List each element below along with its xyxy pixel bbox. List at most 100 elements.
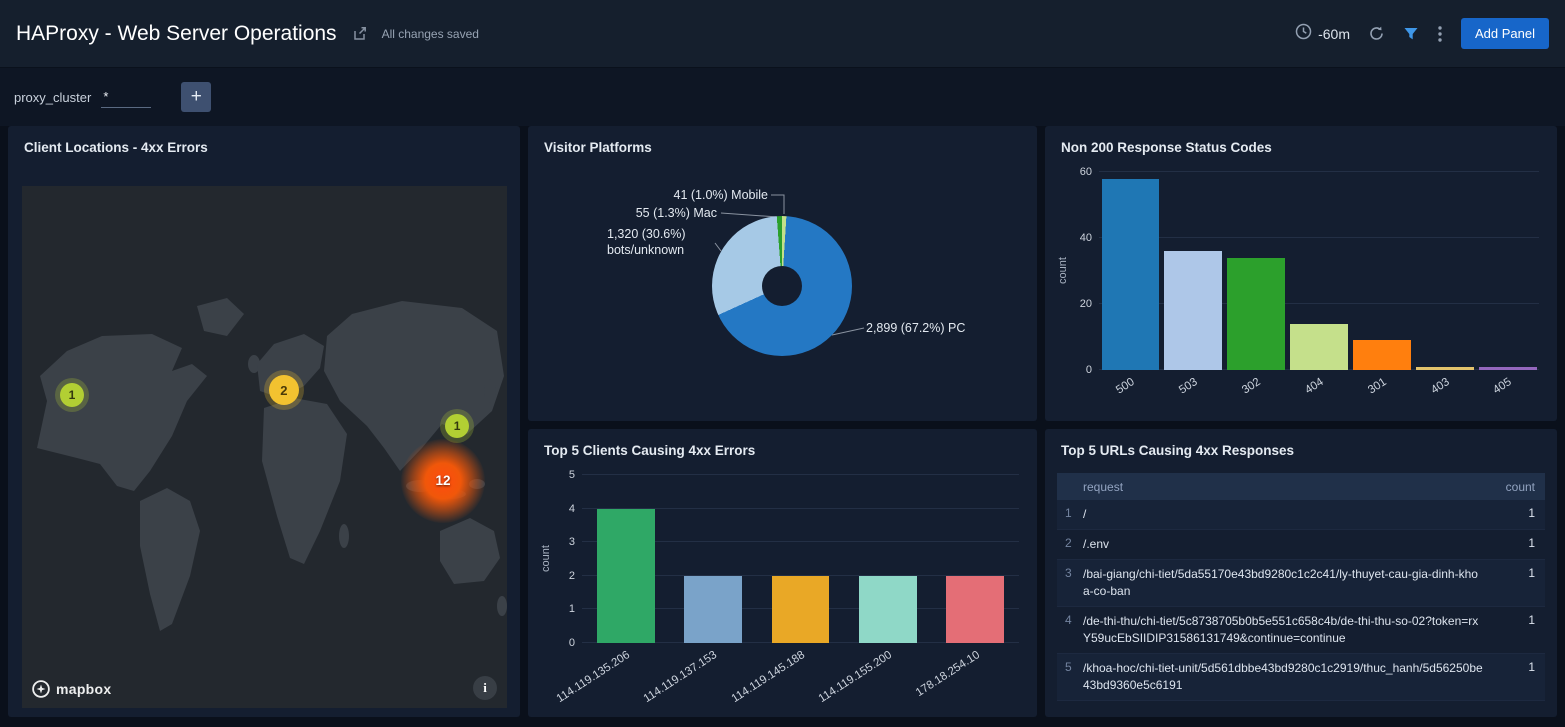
map-cluster-marker[interactable]: 12 [400, 438, 485, 523]
bar-column: 114.119.155.200 [817, 475, 931, 705]
kebab-menu-icon[interactable] [1437, 25, 1443, 43]
gridline [582, 507, 1019, 509]
y-axis-ticks: 0 1 2 3 4 5 [552, 469, 582, 649]
filter-value-input[interactable]: * [101, 87, 152, 108]
panel-title: Non 200 Response Status Codes [1061, 140, 1272, 155]
callout-mac: 55 (1.3%) Mac [635, 206, 717, 220]
time-range-value: -60m [1318, 25, 1350, 42]
panel-visitor-platforms: Visitor Platforms 41 (1.0%) Mobile 55 (1… [528, 126, 1037, 421]
world-map[interactable]: 1 2 1 12 mapbox i [22, 186, 507, 708]
request-cell: /.env [1083, 537, 1110, 551]
plot-area: 114.119.135.206 114.119.137.153 114.119.14… [555, 474, 1019, 705]
row-index: 3 [1065, 566, 1072, 580]
filter-bar: proxy_cluster * + [0, 68, 1565, 126]
count-cell: 1 [1528, 506, 1535, 520]
table-body: 1 / 1 2 /.env 1 3/bai-giang/chi-tiet/5da55170e… [1057, 500, 1545, 701]
mapbox-logo[interactable]: mapbox [32, 680, 111, 698]
y-axis-ticks: 0 20 40 60 [1069, 166, 1099, 376]
map-cluster-marker[interactable]: 2 [268, 375, 299, 406]
callout-pc: 2,899 (67.2%) PC [866, 321, 966, 335]
x-tick-label: 403 [1428, 376, 1452, 397]
bar-column: 302 [1225, 172, 1288, 397]
bar-404[interactable] [1290, 323, 1348, 370]
x-tick-label: 301 [1365, 376, 1389, 397]
panel-status-codes: Non 200 Response Status Codes count 0 20 4… [1045, 126, 1557, 421]
table-row[interactable]: 2 /.env 1 [1057, 530, 1545, 560]
panel-top-urls: Top 5 URLs Causing 4xx Responses request… [1045, 429, 1557, 717]
count-cell: 1 [1528, 660, 1535, 674]
y-tick: 40 [1079, 232, 1092, 245]
y-axis-label: count [1057, 257, 1069, 285]
count-cell: 1 [1528, 536, 1535, 550]
row-index: 5 [1065, 660, 1072, 674]
top-clients-bar-chart: count 0 1 2 3 4 5 114.119.135.206 114.119.137.… [540, 469, 1019, 705]
bar-403[interactable] [1415, 366, 1474, 370]
y-tick: 4 [568, 502, 575, 515]
bar-114.119.137.153[interactable] [684, 575, 742, 643]
column-header-count[interactable]: count [1505, 479, 1535, 494]
bar-column: 178.18.254.10 [914, 475, 1019, 699]
x-tick-label: 114.119.145.188 [729, 649, 808, 706]
panel-top-clients: Top 5 Clients Causing 4xx Errors count 0… [528, 429, 1037, 717]
y-tick: 0 [1085, 364, 1092, 376]
bar-column: 114.119.145.188 [730, 475, 844, 705]
callout-mobile: 41 (1.0%) Mobile [673, 188, 769, 202]
save-status-text: All changes saved [381, 26, 479, 41]
info-icon[interactable]: i [473, 676, 497, 700]
row-index: 1 [1065, 506, 1072, 520]
bar-114.119.145.188[interactable] [771, 575, 830, 643]
bar-column: 403 [1413, 172, 1476, 397]
refresh-icon[interactable] [1368, 25, 1385, 42]
bar-column: 500 [1099, 172, 1162, 397]
column-header-request[interactable]: request [1083, 479, 1124, 494]
request-cell: /khoa-hoc/chi-tiet-unit/5d561dbbe43bd928… [1083, 661, 1483, 692]
gridline [582, 574, 1019, 576]
status-codes-bar-chart: count 0 20 40 60 500 503 302 404 301 403 405 [1057, 166, 1539, 397]
table-header-row: request count [1057, 473, 1545, 500]
dashboard-header: HAProxy - Web Server Operations All chan… [0, 0, 1565, 68]
add-filter-button[interactable]: + [181, 82, 212, 112]
count-cell: 1 [1528, 613, 1535, 627]
request-cell: /bai-giang/chi-tiet/5da55170e43bd9280c1c… [1083, 567, 1478, 598]
x-tick-label: 114.119.155.200 [816, 649, 895, 706]
bar-column: 503 [1162, 172, 1225, 397]
panel-title: Top 5 Clients Causing 4xx Errors [544, 443, 756, 458]
gridline [1099, 171, 1539, 172]
bar-178.18.254.10[interactable] [946, 575, 1005, 643]
bar-503[interactable] [1164, 251, 1223, 370]
filter-icon[interactable] [1403, 26, 1419, 42]
bar-114.119.155.200[interactable] [859, 575, 917, 643]
bar-500[interactable] [1101, 178, 1160, 370]
add-panel-button[interactable]: Add Panel [1461, 18, 1549, 49]
x-tick-label: 302 [1240, 376, 1263, 397]
y-tick: 1 [568, 603, 575, 616]
urls-table: request count 1 / 1 2 /.env 1 3/bai-giang/chi-… [1057, 473, 1545, 711]
bar-301[interactable] [1352, 340, 1411, 370]
row-index: 2 [1065, 536, 1072, 550]
bar-column: 114.119.137.153 [642, 475, 756, 705]
donut-hole [762, 266, 802, 306]
share-icon[interactable] [351, 25, 368, 42]
map-cluster-marker[interactable]: 1 [445, 414, 470, 439]
time-range-picker[interactable]: -60m [1295, 23, 1350, 45]
gridline [1099, 303, 1539, 305]
page-title: HAProxy - Web Server Operations [16, 21, 337, 45]
map-cluster-marker[interactable]: 1 [59, 382, 84, 407]
panel-client-locations: Client Locations - 4xx Errors [8, 126, 520, 717]
bar-302[interactable] [1227, 257, 1286, 370]
table-row[interactable]: 1 / 1 [1057, 500, 1545, 530]
request-cell: /de-thi-thu/chi-tiet/5c8738705b0b5e551c6… [1083, 614, 1479, 645]
bar-114.119.135.206[interactable] [596, 508, 655, 643]
y-axis-label: count [540, 545, 552, 573]
table-row[interactable]: 3/bai-giang/chi-tiet/5da55170e43bd9280c1… [1057, 560, 1545, 607]
request-cell: / [1083, 507, 1087, 521]
table-row[interactable]: 5/khoa-hoc/chi-tiet-unit/5d561dbbe43bd92… [1057, 654, 1545, 701]
bar-405[interactable] [1478, 366, 1537, 370]
bar-column: 405 [1476, 172, 1539, 397]
table-row[interactable]: 4/de-thi-thu/chi-tiet/5c8738705b0b5e551c… [1057, 607, 1545, 654]
callout-bots-unknown: 1,320 (30.6%) bots/unknown [607, 227, 686, 257]
bar-column: 114.119.135.206 [555, 475, 669, 705]
x-tick-label: 114.119.137.153 [642, 649, 720, 706]
panel-grid: Client Locations - 4xx Errors [0, 126, 1565, 725]
row-index: 4 [1065, 613, 1072, 627]
